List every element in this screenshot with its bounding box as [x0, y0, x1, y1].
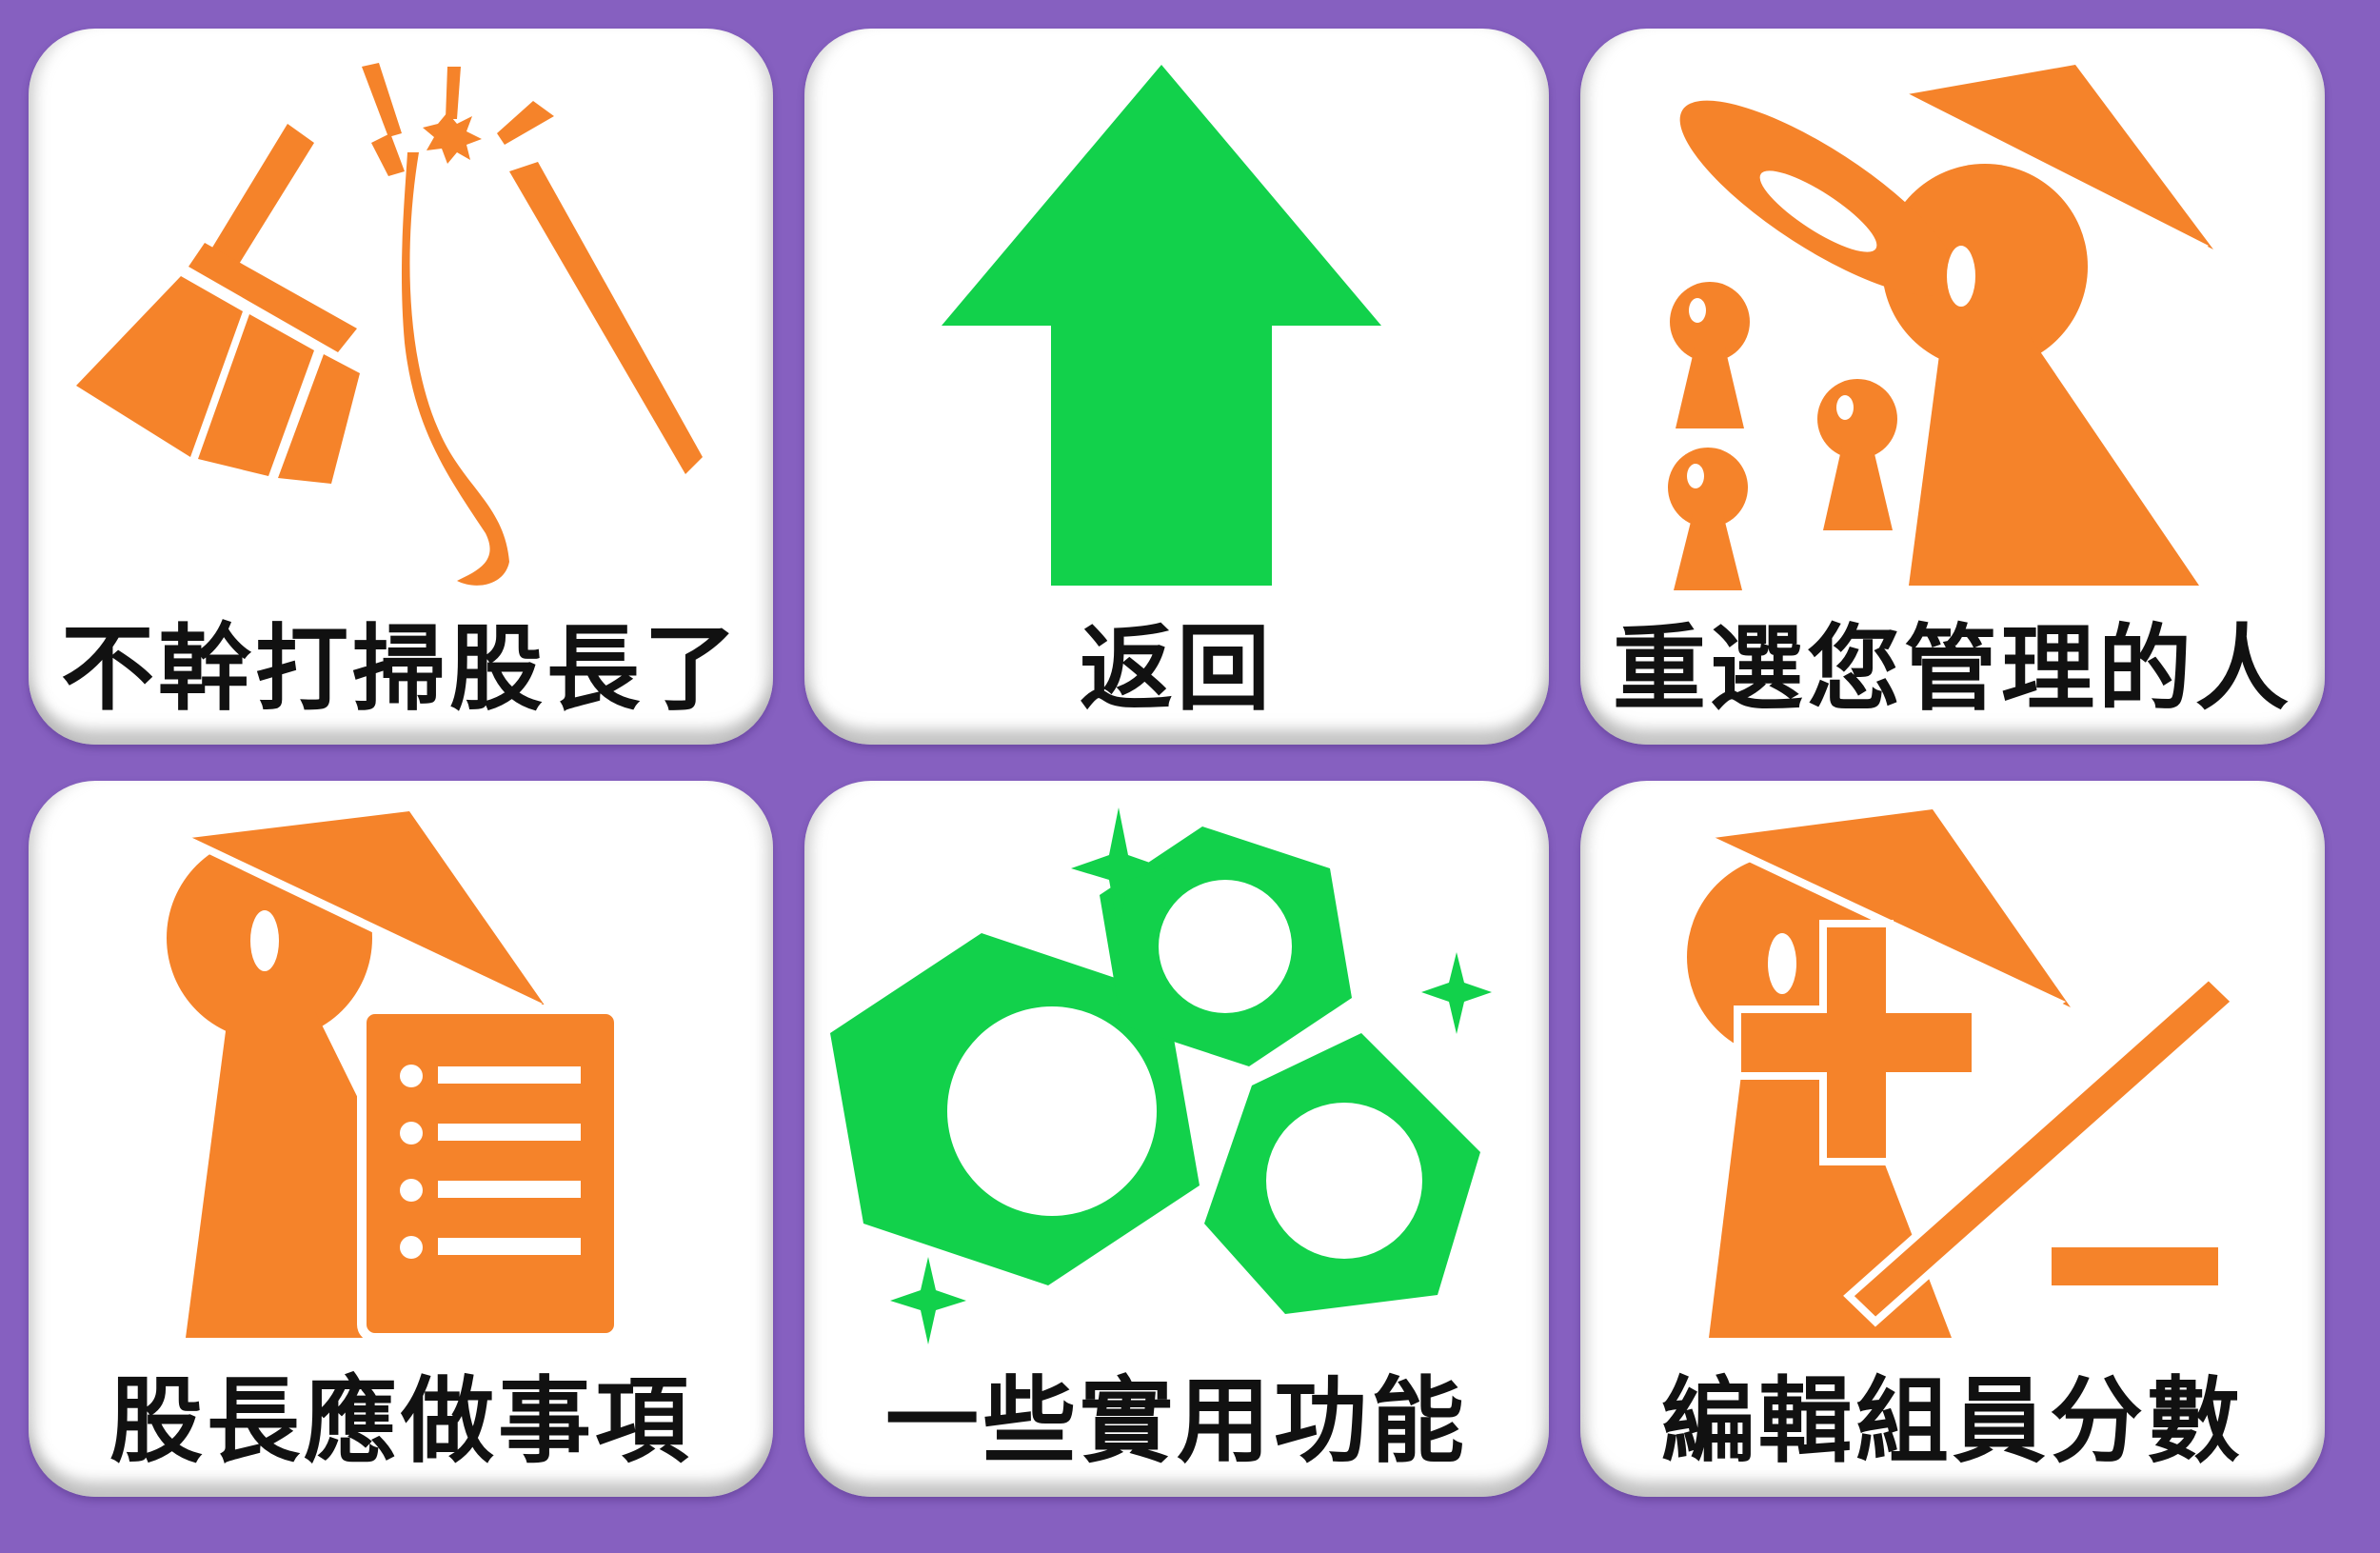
- arrow-up-icon: [804, 29, 1549, 619]
- tile-label: 一些實用功能: [884, 1367, 1468, 1476]
- leader-plus-minus-icon: [1580, 781, 2325, 1371]
- tile-label: 返回: [1079, 615, 1274, 724]
- tile-label: 不幹打掃股長了: [60, 615, 741, 724]
- tile-label: 重選您管理的人: [1612, 615, 2292, 724]
- leader-with-members-icon: [1580, 29, 2325, 619]
- edit-member-scores-button[interactable]: 編輯組員分數: [1580, 781, 2325, 1497]
- tile-label: 編輯組員分數: [1660, 1367, 2244, 1476]
- reselect-managed-people-button[interactable]: 重選您管理的人: [1580, 29, 2325, 745]
- leader-checklist-icon: [29, 781, 773, 1371]
- useful-functions-button[interactable]: 一些實用功能: [804, 781, 1549, 1497]
- back-button[interactable]: 返回: [804, 29, 1549, 745]
- hex-nuts-icon: [804, 781, 1549, 1371]
- leader-duties-button[interactable]: 股長應做事項: [29, 781, 773, 1497]
- broken-broom-icon: [29, 29, 773, 619]
- quit-cleaning-leader-button[interactable]: 不幹打掃股長了: [29, 29, 773, 745]
- tile-label: 股長應做事項: [109, 1367, 692, 1476]
